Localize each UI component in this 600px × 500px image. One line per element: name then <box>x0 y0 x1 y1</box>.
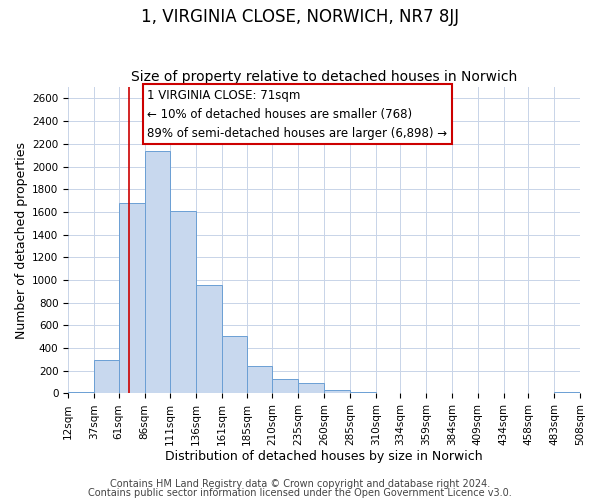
Bar <box>68 392 94 394</box>
Text: 1, VIRGINIA CLOSE, NORWICH, NR7 8JJ: 1, VIRGINIA CLOSE, NORWICH, NR7 8JJ <box>141 8 459 26</box>
Bar <box>145 150 170 394</box>
Title: Size of property relative to detached houses in Norwich: Size of property relative to detached ho… <box>131 70 517 85</box>
Text: Contains HM Land Registry data © Crown copyright and database right 2024.: Contains HM Land Registry data © Crown c… <box>110 479 490 489</box>
Bar <box>272 380 298 394</box>
Y-axis label: Number of detached properties: Number of detached properties <box>15 142 28 339</box>
Bar <box>119 203 145 394</box>
Bar <box>350 392 376 394</box>
Bar <box>247 366 272 394</box>
Bar <box>324 390 350 394</box>
Bar <box>400 393 426 394</box>
Bar <box>222 336 247 394</box>
X-axis label: Distribution of detached houses by size in Norwich: Distribution of detached houses by size … <box>165 450 483 462</box>
Bar <box>94 360 119 394</box>
Bar <box>503 393 529 394</box>
Bar <box>554 392 580 394</box>
Bar <box>196 284 222 394</box>
Bar <box>298 382 324 394</box>
Bar <box>376 393 400 394</box>
Text: 1 VIRGINIA CLOSE: 71sqm
← 10% of detached houses are smaller (768)
89% of semi-d: 1 VIRGINIA CLOSE: 71sqm ← 10% of detache… <box>148 88 448 140</box>
Bar <box>452 393 478 394</box>
Text: Contains public sector information licensed under the Open Government Licence v3: Contains public sector information licen… <box>88 488 512 498</box>
Bar <box>170 211 196 394</box>
Bar <box>426 393 452 394</box>
